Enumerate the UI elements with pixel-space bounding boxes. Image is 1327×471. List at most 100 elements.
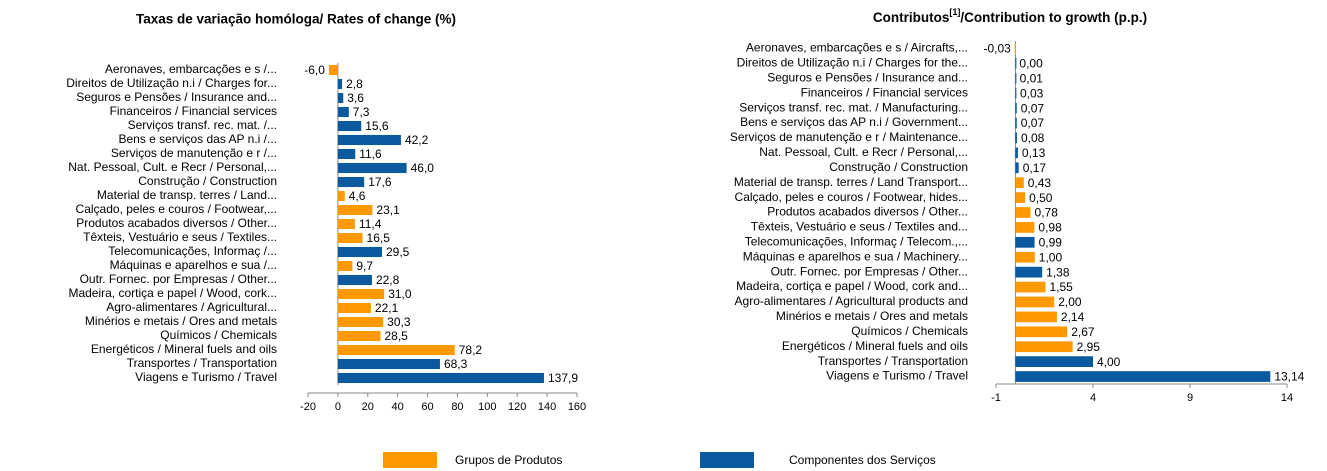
bar — [328, 64, 338, 76]
bar — [337, 120, 362, 132]
category-label: Direitos de Utilização n.i / Charges for… — [66, 76, 277, 90]
data-label: 1,00 — [1039, 250, 1063, 264]
bar — [337, 92, 344, 104]
bar — [337, 358, 440, 370]
category-label: Viagens e Turismo / Travel — [135, 370, 277, 384]
data-label: 1,38 — [1046, 265, 1070, 279]
x-tick-label: 80 — [451, 401, 463, 413]
bar — [337, 274, 372, 286]
bar — [337, 246, 382, 258]
category-label: Viagens e Turismo / Travel — [826, 369, 968, 383]
x-tick-label: 9 — [1187, 392, 1193, 404]
category-label: Serviços transf. rec. mat. /... — [128, 118, 277, 132]
bar — [1015, 117, 1017, 129]
x-tick-label: 100 — [478, 401, 496, 413]
data-label: 11,6 — [359, 147, 382, 161]
data-label: 0,08 — [1021, 131, 1045, 145]
category-label: Máquinas e aparelhos e sua /... — [110, 258, 277, 272]
data-label: 16,5 — [367, 231, 391, 245]
data-label: 3,6 — [347, 91, 364, 105]
data-label: 2,8 — [346, 77, 363, 91]
x-tick-label: -1 — [991, 392, 1001, 404]
x-tick-label: 20 — [362, 401, 374, 413]
category-label: Agro-alimentares / Agricultural... — [106, 300, 277, 314]
category-label: Químicos / Chemicals — [160, 328, 277, 342]
category-label: Madeira, cortiça e papel / Wood, cork... — [68, 286, 277, 300]
bar — [1015, 222, 1035, 233]
bar — [1015, 72, 1017, 84]
x-tick-label: 120 — [508, 401, 526, 413]
legend-swatch — [700, 452, 754, 468]
data-label: 29,5 — [386, 245, 410, 259]
x-tick-label: 14 — [1281, 392, 1293, 404]
data-label: 22,8 — [376, 273, 400, 287]
data-label: 0,01 — [1020, 71, 1044, 85]
data-label: 0,50 — [1029, 191, 1053, 205]
bar — [337, 78, 343, 90]
data-label: 0,43 — [1028, 176, 1052, 190]
category-label: Aeronaves, embarcações e s / Aircrafts,.… — [746, 41, 968, 55]
category-label: Telecomunicações, Informaç /... — [108, 244, 277, 258]
category-label: Material de transp. terres / Land... — [97, 188, 277, 202]
bar — [337, 176, 365, 188]
data-label: 78,2 — [459, 343, 483, 357]
category-label: Calçado, peles e couros / Footwear,... — [76, 202, 277, 216]
title-part: /Contribution to growth (p.p.) — [960, 10, 1147, 25]
bar — [1015, 251, 1035, 263]
data-label: -0,03 — [983, 42, 1011, 56]
bar — [337, 162, 407, 174]
bar — [1015, 58, 1017, 69]
category-label: Telecomunicações, Informaç / Telecom.,..… — [745, 234, 968, 248]
category-label: Minérios e metais / Ores and metals — [85, 314, 277, 328]
category-label: Bens e serviços das AP n.i /... — [118, 132, 277, 146]
data-label: 0,00 — [1019, 57, 1043, 71]
bar — [337, 204, 373, 216]
data-label: 0,17 — [1023, 161, 1047, 175]
x-tick-label: 0 — [335, 401, 341, 413]
data-label: 4,00 — [1097, 355, 1121, 369]
bar — [337, 302, 371, 314]
category-label: Direitos de Utilização n.i / Charges for… — [737, 56, 968, 70]
x-tick-label: 140 — [538, 401, 556, 413]
bar — [1015, 147, 1018, 159]
data-label: 15,6 — [365, 119, 389, 133]
x-tick-label: 160 — [568, 401, 586, 413]
bar — [1015, 266, 1043, 278]
category-label: Seguros e Pensões / Insurance and... — [76, 90, 277, 104]
bar — [1015, 341, 1073, 353]
bar — [1015, 281, 1046, 293]
category-label: Seguros e Pensões / Insurance and... — [767, 70, 968, 84]
bar — [1015, 132, 1017, 144]
data-label: 9,7 — [356, 259, 373, 273]
data-label: 11,4 — [359, 217, 382, 231]
bar — [1015, 87, 1017, 99]
bar — [1015, 177, 1024, 189]
x-tick-label: 4 — [1090, 392, 1096, 404]
category-label: Construção / Construction — [829, 160, 968, 174]
category-label: Produtos acabados diversos / Other... — [76, 216, 277, 230]
bar — [337, 190, 345, 202]
category-label: Bens e serviços das AP n.i / Government.… — [740, 115, 968, 129]
data-label: 0,98 — [1038, 221, 1062, 235]
bar — [337, 288, 385, 300]
data-label: 2,67 — [1071, 325, 1095, 339]
bar — [1015, 162, 1019, 174]
category-label: Serviços transf. rec. mat. / Manufacturi… — [739, 100, 968, 114]
bar — [1015, 207, 1031, 218]
x-tick-label: -20 — [300, 401, 316, 413]
bar — [337, 134, 401, 146]
bar — [1015, 326, 1068, 338]
data-label: 22,1 — [375, 301, 399, 315]
legend-swatch — [383, 452, 437, 468]
category-label: Aeronaves, embarcações e s /... — [105, 62, 277, 76]
data-label: 17,6 — [368, 175, 392, 189]
x-tick-label: 40 — [392, 401, 404, 413]
data-label: 46,0 — [411, 161, 435, 175]
data-label: 13,14 — [1274, 370, 1304, 384]
bar — [337, 372, 544, 384]
data-label: 23,1 — [376, 203, 400, 217]
category-label: Transportes / Transportation — [818, 354, 968, 368]
category-label: Produtos acabados diversos / Other... — [767, 205, 968, 219]
bar — [1014, 43, 1016, 54]
data-label: 30,3 — [387, 315, 411, 329]
